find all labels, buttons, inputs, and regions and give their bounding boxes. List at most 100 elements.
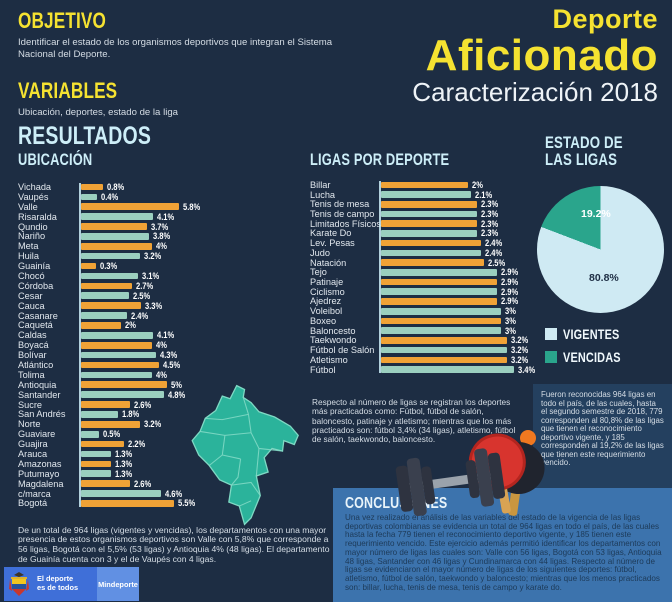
resultados-title: RESULTADOS: [18, 122, 152, 150]
bar-track: 2.5%: [81, 291, 318, 301]
bar-category-label: Natación: [310, 257, 347, 268]
bar-category-label: Fútbol: [310, 364, 336, 375]
bar: [81, 490, 161, 497]
resultados-title-wrap: RESULTADOS: [18, 122, 189, 151]
bar-track: 4%: [81, 370, 318, 380]
bar-value-label: 0.5%: [102, 429, 120, 440]
bar: [381, 288, 498, 296]
bar-row: Lev. Pesas 2.4%: [310, 238, 560, 248]
bar-value-label: 3.2%: [511, 354, 529, 365]
logo-slogan: El deporte es de todos: [33, 567, 97, 601]
bar-row: Bolívar 4.3%: [18, 350, 318, 360]
bar-value-label: 3.2%: [511, 335, 529, 346]
bar-row: Santander 4.8%: [18, 390, 318, 400]
ubicacion-note: De un total de 964 ligas (vigentes y ven…: [18, 524, 330, 564]
variables-title: VARIABLES: [18, 78, 118, 103]
bar-row: Guainía 0.3%: [18, 261, 318, 271]
bar-row: Atletismo 3.2%: [310, 355, 560, 365]
bar-track: 4.8%: [81, 390, 318, 400]
bar-category-label: Sucre: [18, 399, 43, 410]
bar-track: 0.4%: [81, 192, 318, 202]
bar-track: 2.6%: [81, 479, 318, 489]
bar-category-label: Tenis de mesa: [310, 199, 370, 210]
legend-row: VENCIDAS: [545, 349, 637, 365]
variables-section: VARIABLES Ubicación, deportes, estado de…: [18, 78, 368, 118]
brand-title: Deporte Aficionado Caracterización 2018: [412, 4, 658, 108]
bar-row: Natación 2.5%: [310, 258, 560, 268]
bar-value-label: 2.3%: [481, 199, 499, 210]
bar: [81, 500, 175, 507]
bar-value-label: 5.5%: [178, 498, 196, 509]
bar-value-label: 3.7%: [151, 221, 169, 232]
bar-value-label: 4.8%: [167, 389, 185, 400]
bar-row: Boxeo 3%: [310, 316, 560, 326]
bar: [381, 346, 508, 354]
bar-track: 2.4%: [81, 311, 318, 321]
bar-row: Cesar 2.5%: [18, 291, 318, 301]
bar-row: Bogotá 5.5%: [18, 498, 318, 509]
bar-row: Patinaje 2.9%: [310, 277, 560, 287]
bar-value-label: 2.6%: [134, 399, 152, 410]
bar-value-label: 2.9%: [501, 296, 519, 307]
legend-label: VENCIDAS: [563, 349, 621, 365]
bar-track: 2.3%: [381, 209, 560, 219]
bar-category-label: Cauca: [18, 300, 45, 311]
bar-track: 2%: [81, 320, 318, 330]
bar: [81, 440, 125, 448]
bar: [381, 249, 481, 257]
brand-line1: Deporte: [552, 4, 658, 34]
bar-value-label: 2.5%: [488, 257, 506, 268]
bar-row: Taekwondo 3.2%: [310, 335, 560, 346]
bar-value-label: 4.5%: [163, 359, 181, 370]
bar-category-label: Ajedrez: [310, 296, 342, 307]
bar: [381, 181, 468, 189]
bar-track: 0.3%: [81, 261, 318, 271]
bar-category-label: Casanare: [18, 310, 58, 321]
bar-track: 2.7%: [81, 281, 318, 291]
ligas-note: Respecto al número de ligas se registran…: [312, 397, 516, 444]
bar-value-label: 3%: [504, 325, 516, 336]
bar-row: Cauca 3.3%: [18, 301, 318, 311]
bar-value-label: 2.9%: [501, 277, 519, 288]
bar-value-label: 1.3%: [114, 468, 132, 479]
bar-value-label: 2%: [125, 320, 137, 331]
bar-category-label: Nariño: [18, 231, 46, 242]
bar-track: 2.3%: [381, 199, 560, 209]
bar-category-label: Caldas: [18, 330, 47, 341]
bar: [81, 243, 152, 250]
bar-row: Amazonas 1.3%: [18, 459, 318, 469]
bar-track: 2.6%: [81, 400, 318, 410]
bar: [381, 317, 501, 325]
bar-value-label: 1.8%: [122, 409, 140, 420]
estado-title-line1: ESTADO DE: [545, 133, 623, 152]
bar-value-label: 2.1%: [474, 189, 492, 200]
bar-row: Ajedrez 2.9%: [310, 296, 560, 307]
bar-track: 2.9%: [381, 277, 560, 287]
bar-value-label: 2.4%: [484, 247, 502, 258]
bar-value-label: 2.6%: [134, 478, 152, 489]
bar-value-label: 4%: [155, 241, 167, 252]
bar-category-label: Guainía: [18, 261, 51, 272]
bar-track: 3%: [381, 306, 560, 316]
ligas-section: LIGAS POR DEPORTE Billar 2% Lucha 2.1% Tenis…: [310, 151, 560, 375]
ubicacion-section: UBICACIÓN Vichada 0.8% Vaupés 0.4% Valle 5.8%…: [18, 151, 318, 508]
bar-category-label: Guajira: [18, 439, 48, 450]
bar-category-label: Amazonas: [18, 458, 62, 469]
bar-category-label: Chocó: [18, 270, 45, 281]
ligas-chart-title: LIGAS POR DEPORTE: [310, 151, 450, 169]
bar-track: 2.5%: [381, 258, 560, 268]
bar-category-label: Cesar: [18, 290, 43, 301]
bar-row: Baloncesto 3%: [310, 326, 560, 336]
bar: [381, 269, 498, 276]
bar: [381, 337, 508, 344]
bar-row: Sucre 2.6%: [18, 400, 318, 410]
bar: [81, 213, 154, 220]
bar-track: 3.1%: [81, 271, 318, 281]
logo-ministry: Mindeporte: [97, 567, 139, 601]
bar-value-label: 3.2%: [143, 419, 161, 430]
bar-value-label: 2.9%: [501, 267, 519, 278]
bar-value-label: 3.1%: [142, 270, 160, 281]
bar-track: 3%: [381, 326, 560, 336]
bar-category-label: Tolima: [18, 369, 45, 380]
bar-track: 4.5%: [81, 360, 318, 370]
